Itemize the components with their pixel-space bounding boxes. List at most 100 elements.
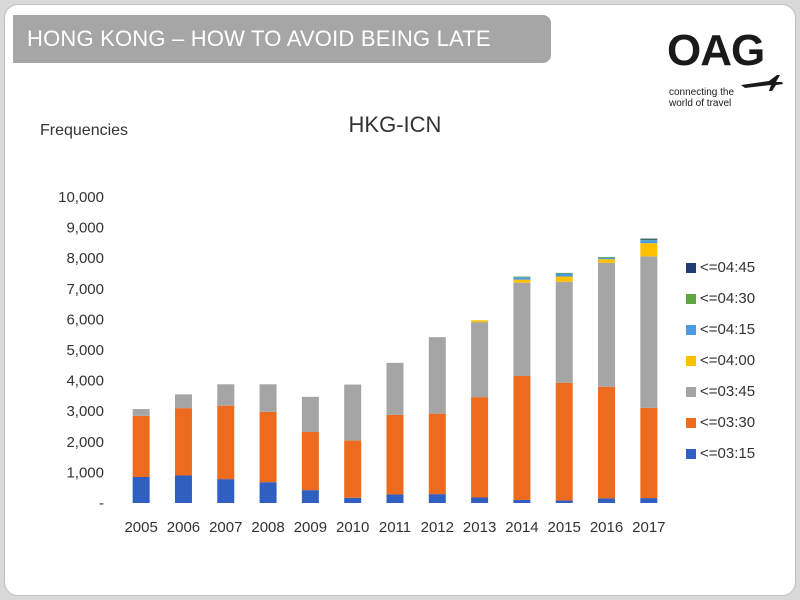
logo-wordmark: OAG [667, 26, 765, 75]
legend-swatch [686, 387, 696, 397]
bar-segment [471, 397, 489, 498]
bar-segment [555, 382, 573, 501]
bar-segment [640, 407, 658, 499]
bar-segment [513, 277, 531, 280]
bar-segment [640, 240, 658, 244]
bar-segment [344, 440, 362, 498]
bar-segment [598, 259, 616, 263]
x-tick-label: 2005 [124, 519, 157, 536]
bar-segment [132, 409, 150, 416]
x-tick-label: 2009 [294, 519, 327, 536]
bar-segment [259, 482, 277, 503]
bar-segment [598, 257, 616, 260]
legend-swatch [686, 294, 696, 304]
legend-swatch [686, 356, 696, 366]
bar-segment [555, 276, 573, 282]
y-tick-label: 3,000 [66, 403, 104, 420]
chart-title: HKG-ICN [348, 112, 442, 137]
y-tick-label: 9,000 [66, 220, 104, 237]
x-tick-label: 2017 [632, 519, 665, 536]
bar-segment [471, 497, 489, 503]
bar-segment [555, 500, 573, 503]
bar-segment [301, 396, 319, 433]
legend-swatch [686, 263, 696, 273]
legend-item: <=04:45 [686, 258, 786, 278]
bar-segment [513, 282, 531, 377]
bar-segment [386, 494, 404, 503]
bar-segment [640, 238, 658, 240]
bar-segment [259, 384, 277, 412]
bar-segment [555, 272, 573, 274]
x-tick-label: 2014 [505, 519, 538, 536]
airplane-icon [741, 75, 783, 91]
bar-segment [513, 279, 531, 283]
legend-item: <=03:15 [686, 444, 786, 464]
bar-segment [513, 376, 531, 500]
legend-swatch [686, 325, 696, 335]
oag-logo: OAG connecting the world of travel [667, 29, 787, 109]
legend-label: <=04:00 [700, 352, 756, 369]
x-tick-label: 2006 [167, 519, 200, 536]
logo-tagline: connecting the world of travel [669, 87, 735, 109]
bar-segment [132, 476, 150, 503]
bar-segment [598, 256, 616, 258]
y-tick-label: 6,000 [66, 311, 104, 328]
bar-segment [344, 384, 362, 441]
legend-item: <=04:00 [686, 351, 786, 371]
bar-segment [428, 337, 446, 414]
bar-segment [174, 408, 192, 476]
bar-segment [386, 362, 404, 415]
y-tick-label: 7,000 [66, 281, 104, 298]
page-title: HONG KONG – HOW TO AVOID BEING LATE [13, 15, 551, 63]
bar-segment [555, 281, 573, 383]
bar-segment [386, 414, 404, 495]
bar-segment [301, 490, 319, 503]
legend-item: <=03:45 [686, 382, 786, 402]
legend-label: <=03:15 [700, 445, 756, 462]
bar-segment [471, 322, 489, 398]
bar-segment [217, 479, 235, 503]
bar-segment [428, 413, 446, 495]
bar-segment [301, 432, 319, 491]
legend-label: <=04:15 [700, 321, 756, 338]
bar-segment [344, 497, 362, 503]
bar-segment [132, 415, 150, 477]
bar-segment [259, 411, 277, 483]
y-tick-label: 5,000 [66, 342, 104, 359]
y-tick-label: - [99, 495, 104, 512]
bar-segment [640, 256, 658, 408]
y-tick-label: 1,000 [66, 464, 104, 481]
legend-swatch [686, 418, 696, 428]
x-tick-label: 2010 [336, 519, 369, 536]
legend-item: <=03:30 [686, 413, 786, 433]
legend-label: <=04:45 [700, 259, 756, 276]
bar-segment [513, 276, 531, 278]
bar-segment [598, 498, 616, 503]
legend-item: <=04:15 [686, 320, 786, 340]
x-tick-label: 2013 [463, 519, 496, 536]
x-tick-label: 2008 [251, 519, 284, 536]
bar-segment [555, 273, 573, 277]
bar-segment [174, 394, 192, 409]
x-tick-label: 2015 [548, 519, 581, 536]
bar-segment [217, 405, 235, 480]
y-tick-label: 10,000 [58, 189, 104, 206]
y-tick-label: 2,000 [66, 434, 104, 451]
bar-segment [174, 475, 192, 503]
bar-segment [428, 494, 446, 503]
x-tick-label: 2007 [209, 519, 242, 536]
bar-segment [640, 243, 658, 257]
y-axis-label: Frequencies [40, 122, 129, 139]
bar-segment [598, 386, 616, 499]
chart-legend: <=04:45 <=04:30 <=04:15 <=04:00 <=03:45 <=03:… [686, 258, 786, 475]
x-tick-label: 2012 [421, 519, 454, 536]
bar-segment [598, 262, 616, 387]
legend-label: <=03:45 [700, 383, 756, 400]
y-tick-label: 4,000 [66, 373, 104, 390]
legend-label: <=04:30 [700, 290, 756, 307]
legend-label: <=03:30 [700, 414, 756, 431]
y-tick-label: 8,000 [66, 250, 104, 267]
bar-segment [217, 384, 235, 406]
bar-segment [513, 499, 531, 503]
